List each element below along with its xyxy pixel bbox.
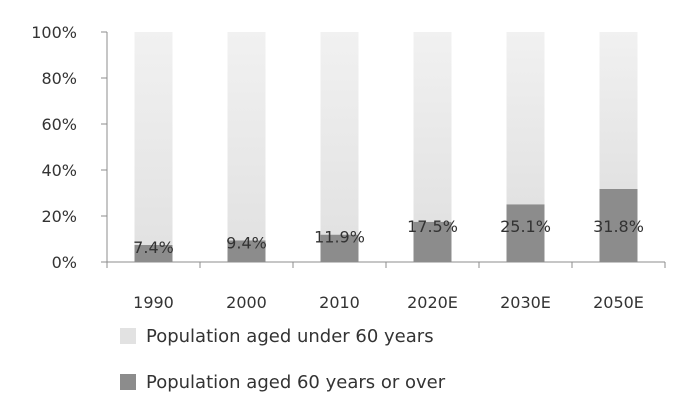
x-tick-label: 2050E	[593, 293, 644, 312]
bar-segment-under-60	[227, 32, 266, 241]
x-tick-label: 2020E	[407, 293, 458, 312]
legend-item-60-or-over: Population aged 60 years or over	[120, 368, 445, 396]
legend: Population aged under 60 years Populatio…	[120, 322, 445, 414]
y-tick-label: 0%	[52, 253, 77, 272]
bar-segment-60-or-over	[506, 204, 545, 262]
y-tick-label: 100%	[31, 23, 77, 42]
y-tick-label: 20%	[41, 207, 77, 226]
data-label: 25.1%	[500, 217, 551, 236]
x-axis: 1990 2000 2010 2020E 2030E 2050E	[106, 261, 666, 312]
x-tick-label: 2010	[319, 293, 360, 312]
stacked-bar-chart: 0% 20% 40% 60% 80% 100% 1990 2000 2010 2020E 2030…	[31, 23, 666, 312]
data-label: 11.9%	[314, 228, 365, 247]
y-axis: 0% 20% 40% 60% 80% 100%	[31, 23, 108, 272]
data-label: 17.5%	[407, 217, 458, 236]
data-label: 31.8%	[593, 217, 644, 236]
legend-swatch-under-60	[120, 328, 136, 344]
legend-label-60-or-over: Population aged 60 years or over	[146, 371, 446, 393]
data-label: 7.4%	[133, 238, 174, 257]
y-tick-label: 80%	[41, 69, 77, 88]
bar-segment-60-or-over	[599, 188, 638, 262]
bar-segment-under-60	[134, 32, 173, 245]
legend-label-under-60: Population aged under 60 years	[146, 325, 434, 347]
y-tick-label: 40%	[41, 161, 77, 180]
bar-segment-60-or-over	[227, 240, 266, 262]
legend-item-under-60: Population aged under 60 years	[120, 322, 445, 350]
bar-segment-60-or-over	[134, 244, 173, 262]
x-tick-label: 2000	[226, 293, 267, 312]
x-tick-label: 1990	[133, 293, 174, 312]
bar-segment-under-60	[413, 32, 452, 222]
y-tick-label: 60%	[41, 115, 77, 134]
bars	[134, 32, 638, 262]
x-tick-label: 2030E	[500, 293, 551, 312]
bar-segment-under-60	[320, 32, 359, 235]
legend-swatch-60-or-over	[120, 374, 136, 390]
bar-segment-under-60	[599, 32, 638, 189]
data-labels: 7.4% 9.4% 11.9% 17.5% 25.1% 31.8%	[133, 217, 644, 257]
bar-segment-under-60	[506, 32, 545, 205]
bar-segment-60-or-over	[320, 234, 359, 262]
data-label: 9.4%	[226, 233, 267, 252]
bar-segment-60-or-over	[413, 221, 452, 262]
